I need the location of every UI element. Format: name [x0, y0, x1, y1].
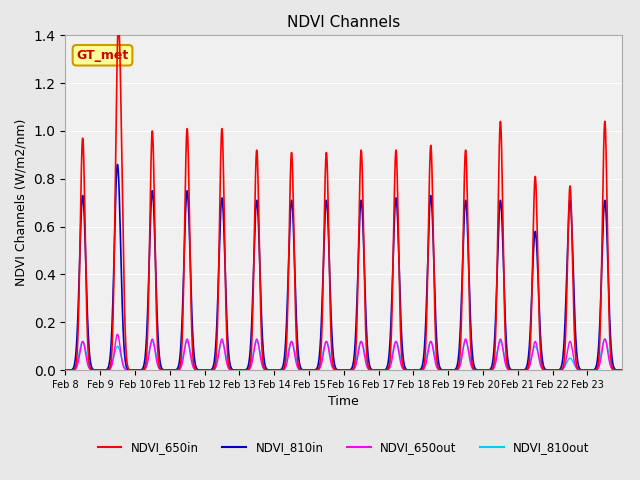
- NDVI_810in: [81, 224, 88, 230]
- NDVI_810in: [486, 366, 494, 372]
- NDVI_650in: [386, 358, 394, 363]
- NDVI_810out: [61, 367, 69, 373]
- NDVI_810in: [386, 341, 394, 347]
- NDVI_810in: [114, 162, 122, 168]
- Legend: NDVI_650in, NDVI_810in, NDVI_650out, NDVI_810out: NDVI_650in, NDVI_810in, NDVI_650out, NDV…: [93, 436, 595, 459]
- NDVI_650in: [401, 367, 409, 373]
- NDVI_650in: [61, 367, 69, 373]
- NDVI_810out: [601, 336, 609, 342]
- NDVI_650in: [276, 367, 284, 373]
- NDVI_810out: [323, 339, 331, 345]
- NDVI_650in: [486, 367, 494, 373]
- Text: GT_met: GT_met: [76, 49, 129, 62]
- NDVI_810out: [618, 367, 626, 373]
- X-axis label: Time: Time: [328, 396, 359, 408]
- NDVI_650out: [386, 365, 394, 371]
- Y-axis label: NDVI Channels (W/m2/nm): NDVI Channels (W/m2/nm): [15, 119, 28, 287]
- NDVI_650out: [61, 367, 69, 373]
- NDVI_810out: [275, 367, 283, 373]
- Line: NDVI_650in: NDVI_650in: [65, 24, 622, 370]
- Title: NDVI Channels: NDVI Channels: [287, 15, 401, 30]
- NDVI_650out: [114, 331, 122, 337]
- NDVI_650out: [323, 340, 331, 346]
- NDVI_810out: [81, 343, 88, 348]
- NDVI_810out: [401, 366, 409, 372]
- NDVI_650out: [276, 367, 284, 373]
- NDVI_650out: [486, 367, 494, 373]
- Line: NDVI_810out: NDVI_810out: [65, 339, 622, 370]
- NDVI_810in: [401, 364, 409, 370]
- NDVI_650in: [115, 22, 122, 27]
- NDVI_810in: [276, 367, 284, 373]
- NDVI_810out: [386, 361, 394, 367]
- NDVI_650out: [401, 367, 409, 373]
- NDVI_650in: [618, 367, 626, 373]
- NDVI_650out: [618, 367, 626, 373]
- NDVI_810in: [323, 204, 331, 210]
- NDVI_810in: [618, 367, 626, 373]
- NDVI_810in: [61, 367, 69, 373]
- Line: NDVI_810in: NDVI_810in: [65, 165, 622, 370]
- NDVI_650in: [323, 163, 331, 169]
- NDVI_810out: [486, 367, 494, 372]
- NDVI_650in: [81, 200, 88, 206]
- Line: NDVI_650out: NDVI_650out: [65, 334, 622, 370]
- NDVI_650out: [81, 345, 88, 351]
